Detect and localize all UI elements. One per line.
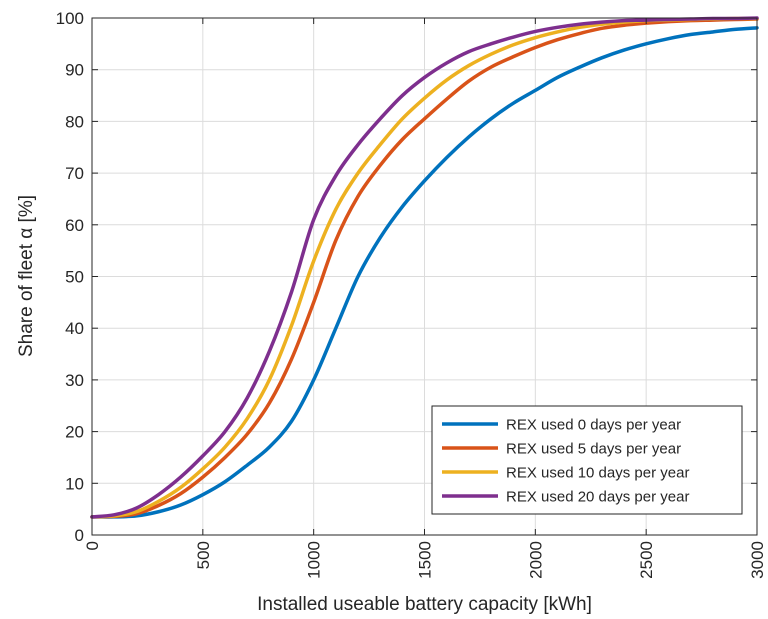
legend: REX used 0 days per year REX used 5 days … (431, 405, 743, 515)
y-tick-label: 50 (65, 268, 84, 287)
legend-label-0: REX used 0 days per year (506, 417, 681, 434)
x-tick-label: 1500 (416, 541, 435, 579)
y-axis-label: Share of fleet α [%] (16, 195, 37, 357)
legend-label-3: REX used 20 days per year (506, 489, 689, 506)
x-tick-label: 500 (194, 541, 213, 569)
legend-label-1: REX used 5 days per year (506, 441, 681, 458)
legend-label-2: REX used 10 days per year (506, 465, 689, 482)
y-tick-label: 20 (65, 423, 84, 442)
x-axis-label: Installed useable battery capacity [kWh] (257, 594, 592, 615)
x-tick-label: 3000 (748, 541, 767, 579)
y-tick-label: 90 (65, 61, 84, 80)
y-tick-label: 30 (65, 371, 84, 390)
y-tick-label: 70 (65, 164, 84, 183)
grid-lines (92, 18, 757, 535)
x-tick-label: 1000 (305, 541, 324, 579)
y-tick-label: 10 (65, 474, 84, 493)
x-tick-label: 0 (83, 541, 102, 550)
y-tick-label: 40 (65, 319, 84, 338)
x-tick-label: 2000 (526, 541, 545, 579)
y-tick-label: 100 (56, 9, 84, 28)
x-tick-label: 2500 (637, 541, 656, 579)
axis-ticks: 0 500 1000 1500 2000 2500 3000 0 10 20 30 40 50 60 70 8… (56, 9, 767, 579)
y-tick-label: 0 (75, 526, 84, 545)
y-tick-label: 80 (65, 112, 84, 131)
series-line-0 (90, 26, 759, 519)
y-tick-label: 60 (65, 216, 84, 235)
